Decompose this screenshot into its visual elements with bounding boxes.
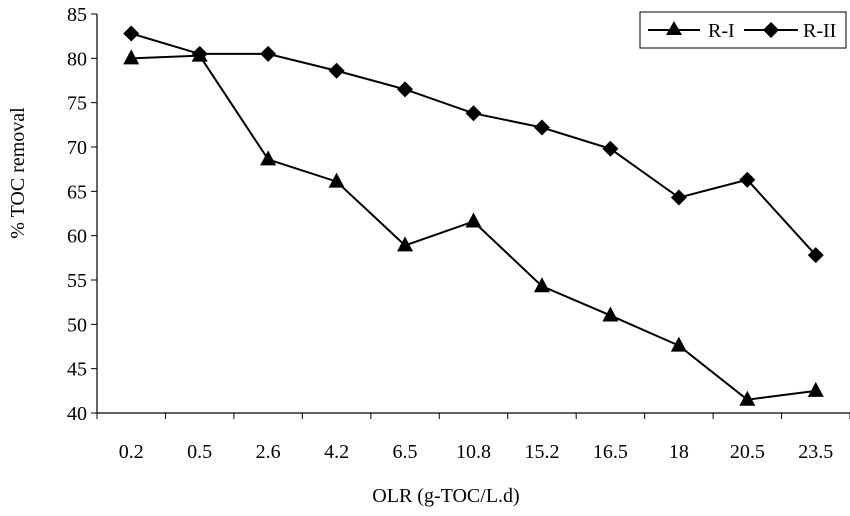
x-tick-label: 0.5 xyxy=(187,441,212,463)
x-tick-label: 15.2 xyxy=(524,441,559,463)
y-tick-label: 45 xyxy=(67,359,87,381)
data-point-R-I xyxy=(533,277,550,293)
axes xyxy=(96,14,850,414)
x-axis-ticks: 0.2 0.5 2.6 4.2 6.5 10.8 15.2 16.5 18 20.5 23.5 xyxy=(96,413,850,463)
data-point-R-II xyxy=(602,140,619,157)
data-point-R-II xyxy=(397,81,414,98)
y-tick-label: 70 xyxy=(67,137,87,159)
y-axis-title: % TOC removal xyxy=(7,107,29,239)
data-point-R-I xyxy=(465,212,482,228)
y-tick-label: 75 xyxy=(67,93,87,115)
data-point-R-I xyxy=(260,150,277,166)
data-point-R-II xyxy=(465,105,482,122)
y-tick-label: 55 xyxy=(67,270,87,292)
legend-label-r2: R-II xyxy=(803,20,836,42)
x-tick-label: 6.5 xyxy=(393,441,418,463)
series-layer xyxy=(123,25,824,406)
y-tick-label: 65 xyxy=(67,181,87,203)
data-point-R-I xyxy=(397,236,414,252)
data-point-R-I xyxy=(807,381,824,397)
y-tick-label: 40 xyxy=(67,403,87,425)
data-point-R-I xyxy=(602,306,619,322)
legend-label-r1: R-I xyxy=(708,20,735,42)
x-tick-label: 18 xyxy=(669,441,689,463)
data-point-R-II xyxy=(533,119,550,136)
data-point-R-II xyxy=(807,247,824,264)
series-R-II xyxy=(123,25,824,264)
data-point-R-II xyxy=(123,25,140,42)
data-point-R-I xyxy=(328,172,345,188)
data-point-R-II xyxy=(260,45,277,62)
x-tick-label: 10.8 xyxy=(456,441,491,463)
y-tick-label: 60 xyxy=(67,226,87,248)
x-tick-label: 2.6 xyxy=(256,441,281,463)
x-tick-label: 23.5 xyxy=(798,441,833,463)
series-R-I xyxy=(123,46,824,406)
y-tick-label: 50 xyxy=(67,314,87,336)
legend: R-I R-II xyxy=(639,11,847,49)
x-axis-title: OLR (g-TOC/L.d) xyxy=(372,485,519,507)
legend-marker-r1 xyxy=(666,21,682,35)
y-tick-label: 80 xyxy=(67,48,87,70)
data-point-R-II xyxy=(670,189,687,206)
data-point-R-II xyxy=(328,62,345,79)
data-point-R-II xyxy=(739,171,756,188)
legend-marker-r2 xyxy=(763,22,779,38)
x-tick-label: 16.5 xyxy=(593,441,628,463)
data-point-R-I xyxy=(670,336,687,352)
y-tick-label: 85 xyxy=(67,4,87,26)
x-tick-label: 4.2 xyxy=(324,441,349,463)
data-point-R-I xyxy=(739,390,756,406)
data-point-R-II xyxy=(191,45,208,62)
x-tick-label: 20.5 xyxy=(730,441,765,463)
x-tick-label: 0.2 xyxy=(119,441,144,463)
data-point-R-I xyxy=(123,49,140,65)
y-axis-ticks: 40 45 50 55 60 65 70 75 80 85 xyxy=(67,4,97,425)
